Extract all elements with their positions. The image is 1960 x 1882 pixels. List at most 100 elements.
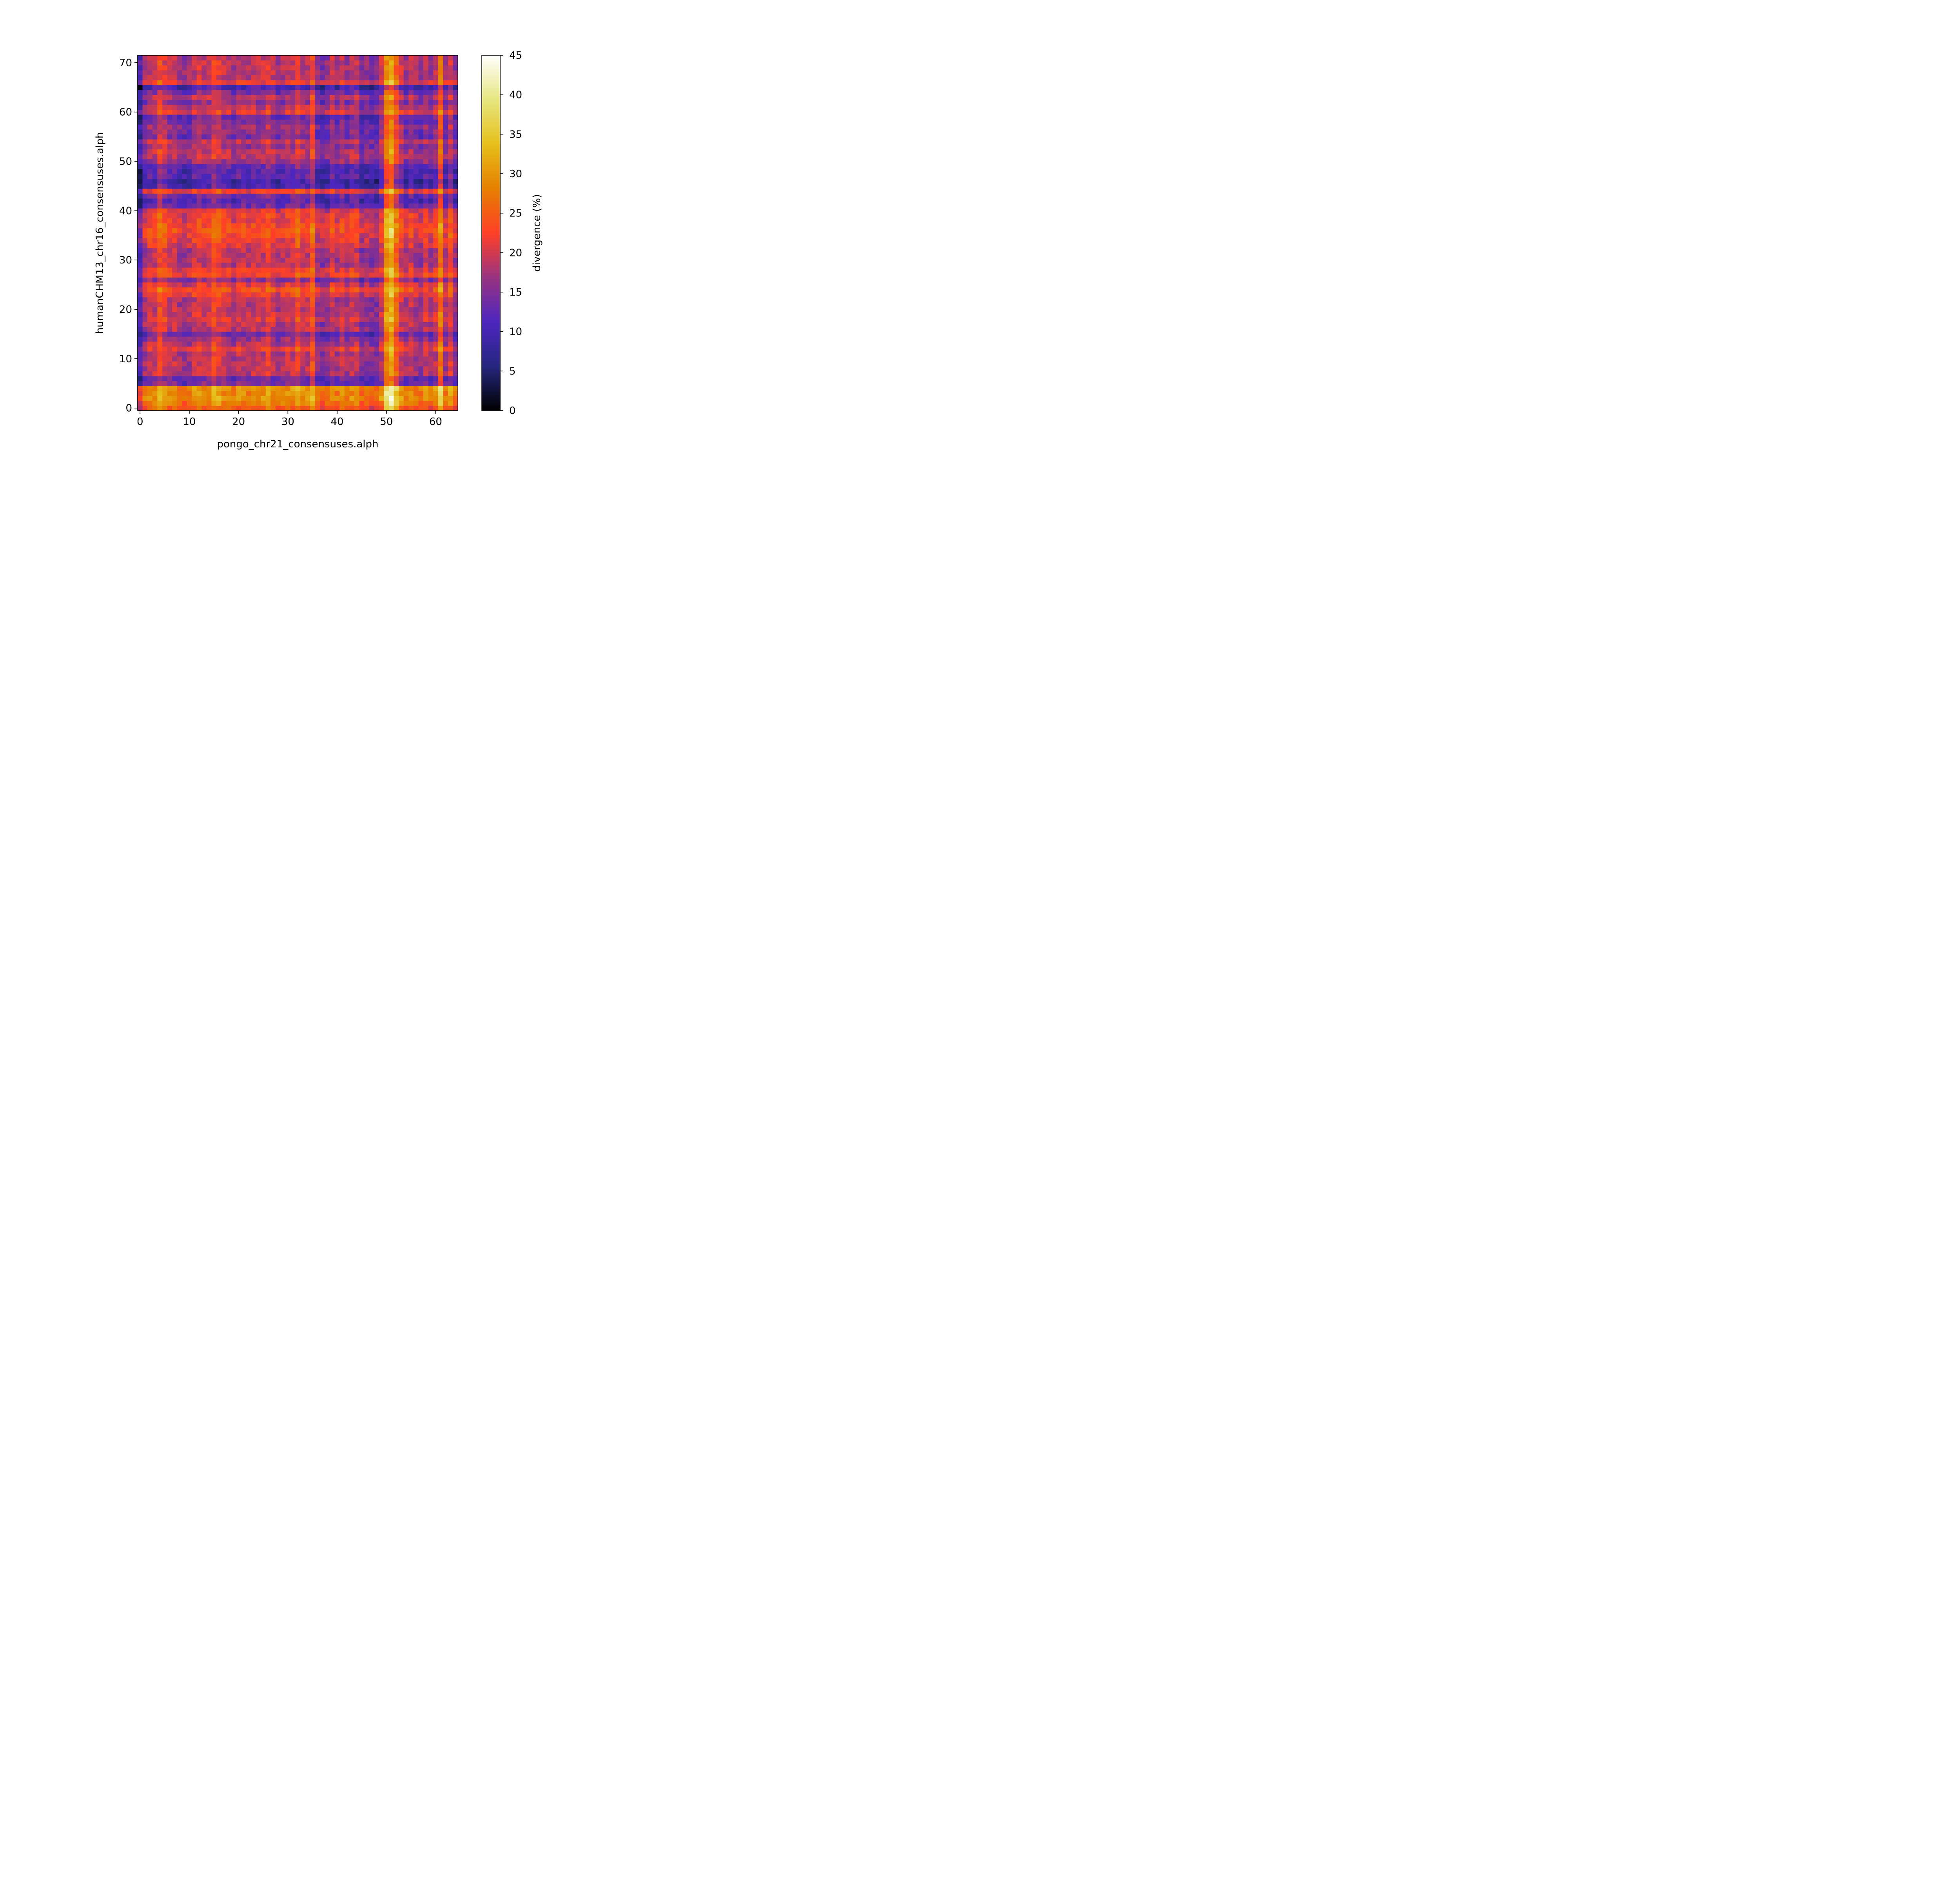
heatmap-cell	[403, 327, 409, 332]
heatmap-cell	[394, 208, 399, 214]
heatmap-cell	[354, 381, 360, 386]
heatmap-cell	[187, 114, 192, 120]
heatmap-cell	[334, 386, 340, 391]
heatmap-cell	[453, 346, 458, 352]
heatmap-cell	[231, 287, 236, 292]
heatmap-cell	[423, 287, 429, 292]
heatmap-cell	[147, 218, 153, 223]
heatmap-cell	[389, 129, 394, 134]
heatmap-cell	[295, 223, 301, 229]
heatmap-cell	[394, 129, 399, 134]
heatmap-cell	[315, 381, 320, 386]
heatmap-cell	[152, 376, 158, 381]
heatmap-cell	[399, 213, 404, 218]
heatmap-cell	[246, 144, 251, 149]
heatmap-cell	[201, 376, 207, 381]
heatmap-cell	[428, 228, 434, 233]
heatmap-cell	[428, 257, 434, 263]
heatmap-cell	[152, 341, 158, 347]
heatmap-cell	[374, 174, 379, 179]
heatmap-cell	[379, 400, 385, 406]
heatmap-cell	[216, 193, 222, 199]
heatmap-cell	[384, 376, 389, 381]
heatmap-cell	[330, 312, 335, 317]
heatmap-cell	[246, 129, 251, 134]
heatmap-cell	[418, 90, 424, 95]
heatmap-cell	[354, 238, 360, 243]
heatmap-cell	[379, 341, 385, 347]
heatmap-cell	[241, 302, 247, 307]
heatmap-cell	[443, 287, 448, 292]
heatmap-cell	[413, 174, 419, 179]
heatmap-cell	[325, 198, 330, 204]
heatmap-cell	[379, 322, 385, 327]
heatmap-cell	[325, 149, 330, 154]
heatmap-cell	[428, 312, 434, 317]
heatmap-cell	[320, 75, 325, 80]
heatmap-cell	[201, 287, 207, 292]
heatmap-cell	[187, 243, 192, 248]
heatmap-cell	[147, 386, 153, 391]
heatmap-cell	[310, 100, 316, 105]
heatmap-cell	[379, 208, 385, 214]
heatmap-cell	[206, 223, 212, 229]
heatmap-cell	[280, 198, 286, 204]
heatmap-cell	[334, 396, 340, 401]
heatmap-cell	[280, 178, 286, 184]
heatmap-cell	[354, 60, 360, 65]
heatmap-cell	[403, 213, 409, 218]
heatmap-cell	[196, 297, 202, 302]
heatmap-cell	[236, 104, 241, 110]
heatmap-cell	[330, 85, 335, 90]
heatmap-cell	[443, 307, 448, 312]
heatmap-cell	[152, 65, 158, 71]
heatmap-cell	[354, 213, 360, 218]
heatmap-cell	[147, 277, 153, 283]
heatmap-cell	[226, 356, 232, 362]
heatmap-cell	[270, 292, 276, 298]
heatmap-cell	[339, 80, 345, 85]
heatmap-cell	[300, 90, 305, 95]
heatmap-cell	[187, 366, 192, 371]
heatmap-cell	[187, 109, 192, 115]
heatmap-cell	[408, 178, 414, 184]
heatmap-cell	[211, 327, 217, 332]
heatmap-cell	[167, 213, 172, 218]
heatmap-cell	[270, 243, 276, 248]
heatmap-cell	[354, 193, 360, 199]
heatmap-cell	[448, 243, 454, 248]
heatmap-cell	[206, 282, 212, 288]
colorbar-tick-label: 20	[509, 247, 522, 259]
heatmap-cell	[300, 85, 305, 90]
heatmap-cell	[182, 119, 187, 125]
heatmap-cell	[433, 198, 439, 204]
heatmap-cell	[300, 134, 305, 140]
heatmap-cell	[138, 297, 143, 302]
heatmap-cell	[167, 134, 172, 140]
heatmap-cell	[413, 149, 419, 154]
heatmap-cell	[413, 272, 419, 278]
heatmap-cell	[354, 65, 360, 71]
heatmap-cell	[349, 129, 355, 134]
heatmap-cell	[403, 307, 409, 312]
heatmap-cell	[428, 267, 434, 273]
heatmap-cell	[443, 85, 448, 90]
heatmap-cell	[221, 233, 227, 238]
heatmap-cell	[320, 119, 325, 125]
heatmap-cell	[379, 243, 385, 248]
heatmap-cell	[428, 198, 434, 204]
heatmap-cell	[261, 351, 266, 357]
heatmap-cell	[142, 282, 148, 288]
heatmap-cell	[399, 139, 404, 145]
heatmap-cell	[177, 90, 182, 95]
heatmap-cell	[152, 169, 158, 174]
heatmap-cell	[196, 114, 202, 120]
heatmap-cell	[320, 272, 325, 278]
heatmap-cell	[246, 267, 251, 273]
heatmap-cell	[152, 243, 158, 248]
heatmap-cell	[147, 253, 153, 258]
heatmap-cell	[379, 94, 385, 100]
heatmap-cell	[300, 169, 305, 174]
heatmap-cell	[177, 134, 182, 140]
heatmap-cell	[394, 312, 399, 317]
